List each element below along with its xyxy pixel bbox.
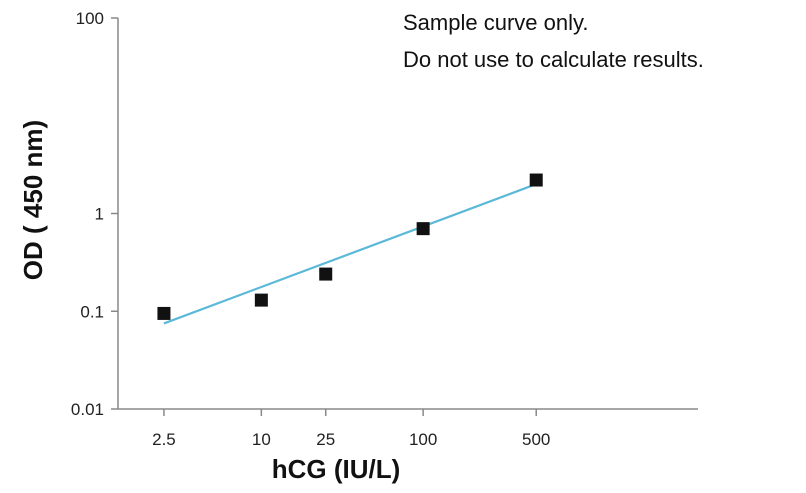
x-axis-title: hCG (IU/L) <box>272 454 401 484</box>
y-axis-ticks: 0.01 0.1 1 100 <box>71 9 118 419</box>
data-point <box>157 306 171 320</box>
y-tick-label: 100 <box>76 9 104 28</box>
x-tick-label: 25 <box>316 430 335 449</box>
y-axis-title: OD ( 450 nm) <box>18 120 48 280</box>
data-point <box>254 293 268 307</box>
axes <box>117 18 698 410</box>
fit-line <box>163 183 537 325</box>
data-point <box>529 173 543 187</box>
annotation-line-2: Do not use to calculate results. <box>403 47 704 72</box>
x-tick-label: 10 <box>252 430 271 449</box>
annotation-line-1: Sample curve only. <box>403 10 588 35</box>
y-tick-label: 0.1 <box>80 302 104 321</box>
data-point <box>319 267 333 281</box>
fit-line-group <box>163 183 537 325</box>
y-tick-label: 0.01 <box>71 400 104 419</box>
data-points <box>157 173 543 320</box>
x-tick-label: 2.5 <box>152 430 176 449</box>
x-axis-ticks: 2.5 10 25 100 500 <box>152 409 550 449</box>
x-tick-label: 100 <box>409 430 437 449</box>
x-tick-label: 500 <box>522 430 550 449</box>
y-tick-label: 1 <box>95 205 104 224</box>
data-point <box>416 222 430 236</box>
